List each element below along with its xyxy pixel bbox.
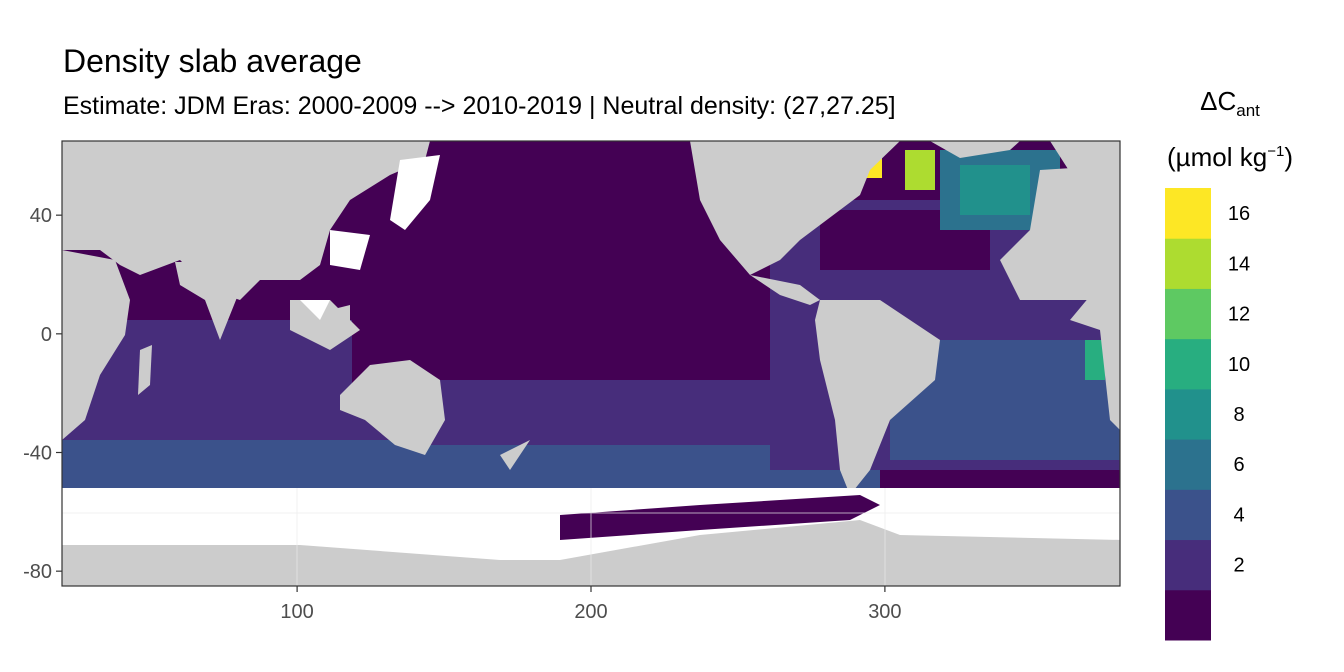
map-title: Density slab average [63, 43, 362, 79]
x-tick-label: 100 [280, 601, 313, 623]
map-subtitle: Estimate: JDM Eras: 2000-2009 --> 2010-2… [63, 92, 896, 120]
legend-bin [1165, 589, 1211, 641]
band-east-atlantic [1085, 340, 1105, 380]
band-labrador [960, 165, 1030, 215]
legend-colorbar: 2 4 6 8 10 12 14 16 [1165, 188, 1250, 641]
legend-bin [1165, 238, 1211, 289]
legend-label: 10 [1228, 354, 1250, 376]
legend-title-unit: (µmol kg−1) [1167, 142, 1293, 172]
y-tick-label: -40 [23, 443, 52, 465]
legend-label: 12 [1228, 304, 1250, 326]
x-tick-label: 200 [574, 601, 607, 623]
legend-title-symbol: ΔCant [1200, 86, 1260, 120]
legend-bin [1165, 388, 1211, 440]
legend-label: 2 [1233, 555, 1244, 577]
band-gs-edge [905, 150, 935, 190]
legend-label: 8 [1233, 404, 1244, 426]
y-tick-label: 0 [41, 324, 52, 346]
legend-bin [1165, 489, 1211, 541]
legend-label: 6 [1233, 454, 1244, 476]
y-tick-label: -80 [23, 561, 52, 583]
gridlines [62, 488, 1120, 586]
legend-bin [1165, 439, 1211, 490]
legend-label: 16 [1228, 203, 1250, 225]
legend-label: 4 [1233, 504, 1244, 526]
legend-bin [1165, 338, 1211, 390]
legend-bin [1165, 539, 1211, 591]
legend-bin [1165, 288, 1211, 340]
legend-label: 14 [1228, 253, 1250, 275]
legend-bin [1165, 188, 1211, 239]
x-tick-label: 300 [868, 601, 901, 623]
y-tick-label: 40 [30, 205, 52, 227]
